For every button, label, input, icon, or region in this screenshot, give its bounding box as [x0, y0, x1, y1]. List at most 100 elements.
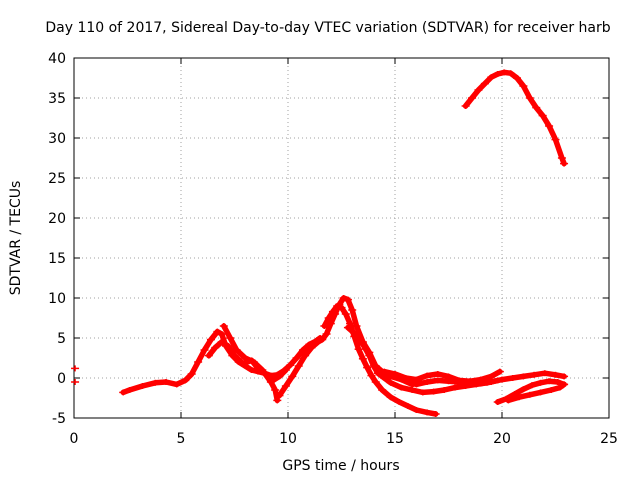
data-point	[119, 389, 128, 396]
x-tick-label: 0	[70, 431, 79, 447]
data-point	[401, 375, 410, 381]
y-tick-label: 15	[48, 251, 66, 267]
data-point	[324, 315, 333, 321]
x-tick-label: 5	[177, 431, 186, 447]
y-tick-label: 40	[48, 51, 66, 67]
data-series	[71, 69, 569, 417]
data-point	[71, 365, 80, 372]
data-point	[519, 83, 528, 89]
plot-frame	[73, 57, 610, 419]
data-point	[480, 80, 489, 87]
data-point	[527, 382, 536, 389]
data-point	[271, 387, 280, 393]
data-point	[301, 352, 310, 359]
data-point	[206, 336, 215, 343]
data-point	[200, 347, 209, 353]
data-point	[476, 380, 485, 387]
y-tick-label: 10	[48, 291, 66, 307]
data-point	[318, 336, 327, 343]
data-point	[241, 355, 250, 361]
data-point	[348, 307, 357, 313]
series-path	[221, 323, 281, 404]
data-point	[532, 104, 541, 111]
data-point	[187, 371, 196, 377]
series-track-9	[493, 378, 569, 405]
series-track-5	[320, 303, 440, 417]
data-point	[275, 392, 284, 399]
data-point	[431, 411, 440, 417]
series-track-11	[461, 69, 569, 167]
data-point	[217, 339, 226, 345]
data-point	[545, 123, 554, 129]
y-tick-label: 30	[48, 131, 66, 147]
data-point	[408, 387, 417, 393]
data-point	[352, 323, 361, 329]
y-tick-label: 20	[48, 211, 66, 227]
y-tick-label: 35	[48, 91, 66, 107]
data-point	[369, 363, 378, 369]
data-point	[378, 387, 387, 393]
data-point	[433, 377, 442, 384]
data-point	[423, 379, 432, 385]
data-point	[358, 355, 367, 362]
data-point	[538, 112, 547, 119]
data-point	[465, 379, 474, 386]
data-point	[504, 397, 513, 404]
data-point	[258, 367, 267, 373]
data-point	[418, 389, 427, 396]
data-point	[468, 95, 477, 101]
series-track-4	[275, 295, 425, 399]
data-point	[536, 379, 545, 386]
data-point	[365, 352, 374, 359]
data-point	[307, 344, 316, 351]
series-path	[462, 69, 567, 167]
data-point	[292, 355, 301, 361]
y-tick-label: -5	[52, 411, 66, 427]
data-point	[266, 379, 275, 385]
data-point	[125, 387, 134, 393]
data-point	[555, 384, 564, 391]
data-point	[181, 377, 190, 384]
data-point	[288, 373, 297, 380]
data-point	[162, 379, 171, 385]
data-point	[358, 341, 367, 348]
data-point	[386, 394, 395, 401]
data-point	[403, 403, 412, 409]
data-point	[493, 399, 502, 405]
data-point	[560, 373, 569, 380]
data-point	[487, 74, 496, 81]
data-point	[553, 379, 562, 385]
data-point	[525, 95, 534, 101]
data-point	[219, 323, 228, 329]
data-point	[151, 379, 160, 386]
data-point	[247, 367, 256, 373]
data-point	[493, 71, 502, 77]
data-point	[281, 383, 290, 389]
data-point	[230, 352, 239, 359]
x-tick-label: 20	[493, 431, 511, 447]
data-point	[337, 304, 346, 311]
data-point	[455, 379, 464, 385]
series-path	[321, 303, 439, 417]
data-point	[444, 378, 453, 385]
data-point	[423, 409, 432, 416]
series-track-1	[119, 328, 325, 396]
data-point	[547, 387, 556, 393]
data-point	[343, 324, 352, 331]
data-point	[506, 70, 515, 77]
data-point	[298, 347, 307, 353]
y-tick-label: 5	[57, 331, 66, 347]
data-point	[519, 386, 528, 393]
data-point	[367, 372, 376, 379]
data-point	[474, 87, 483, 93]
data-point	[380, 375, 389, 381]
data-point	[346, 320, 355, 327]
data-point	[412, 381, 421, 388]
data-point	[313, 339, 322, 345]
y-tick-label: 25	[48, 171, 66, 187]
data-point	[275, 373, 284, 380]
data-point	[498, 376, 506, 383]
data-point	[194, 359, 203, 365]
data-point	[286, 362, 295, 369]
data-point	[333, 303, 342, 309]
